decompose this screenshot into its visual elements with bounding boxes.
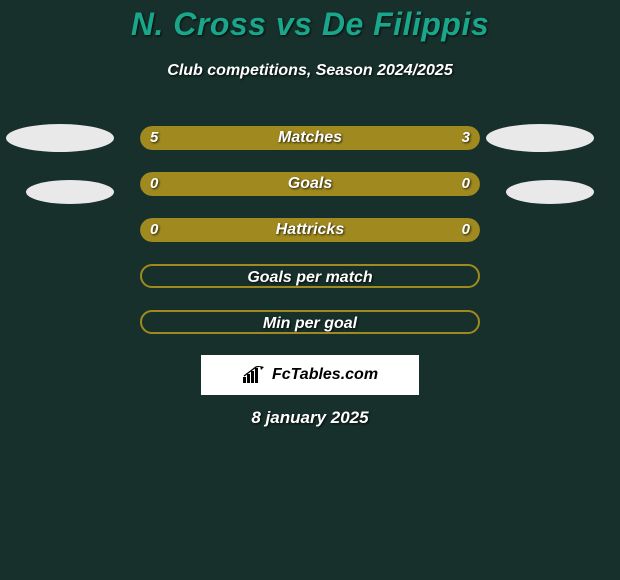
- attribution-badge: FcTables.com: [201, 355, 419, 395]
- stat-label: Goals per match: [142, 266, 478, 288]
- stat-label: Min per goal: [142, 312, 478, 334]
- stat-row: Hattricks00: [140, 218, 480, 242]
- comparison-infographic: N. Cross vs De Filippis Club competition…: [0, 0, 620, 580]
- stat-row: Matches53: [140, 126, 480, 150]
- subtitle: Club competitions, Season 2024/2025: [0, 62, 620, 80]
- stats-bar-group: Matches53 Goals00 Hattricks00 Goals per mat…: [140, 126, 480, 356]
- stat-bar-left: [140, 126, 353, 150]
- date-label: 8 january 2025: [0, 408, 620, 428]
- player-left-shadow-lower: [26, 180, 114, 204]
- stat-bar-left: [140, 218, 310, 242]
- stat-bar-right: [352, 126, 480, 150]
- player-right-shadow-lower: [506, 180, 594, 204]
- stat-bar-right: [310, 172, 480, 196]
- stat-row: Goals per match: [140, 264, 480, 288]
- stat-row: Goals00: [140, 172, 480, 196]
- stat-bar-left: [140, 172, 310, 196]
- player-right-shadow-upper: [486, 124, 594, 152]
- attribution-text: FcTables.com: [272, 366, 378, 384]
- bar-chart-icon: [242, 366, 266, 384]
- player-left-shadow-upper: [6, 124, 114, 152]
- stat-bar-right: [310, 218, 480, 242]
- page-title: N. Cross vs De Filippis: [0, 6, 620, 43]
- stat-row: Min per goal: [140, 310, 480, 334]
